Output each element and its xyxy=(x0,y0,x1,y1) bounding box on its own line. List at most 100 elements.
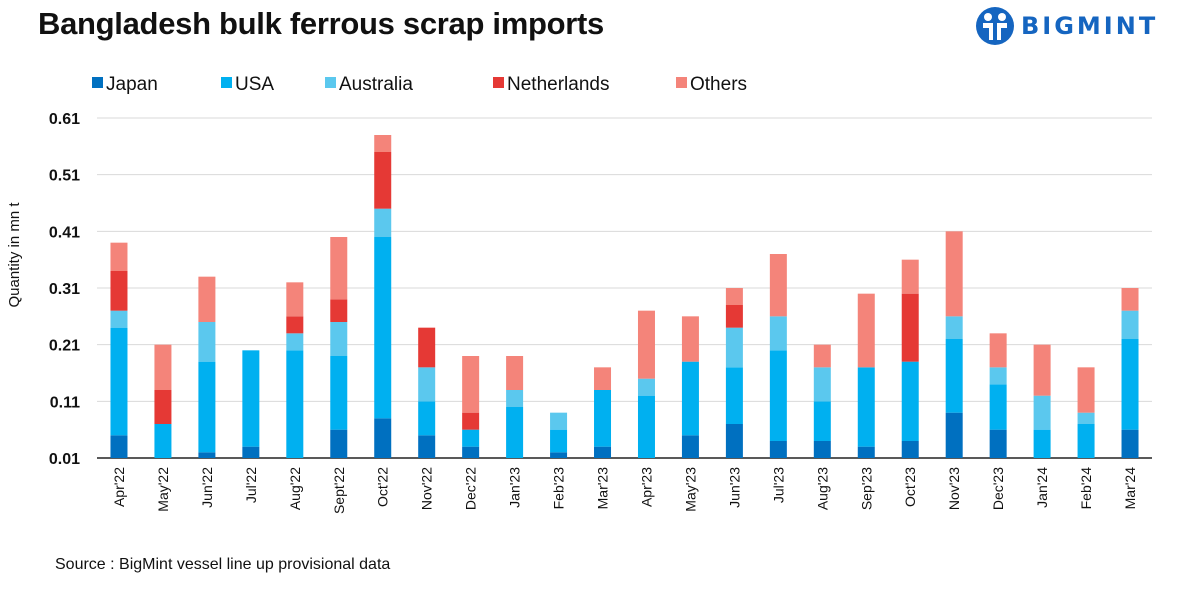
x-tick-label: Sept'22 xyxy=(331,467,347,514)
bar-australia-2 xyxy=(198,322,216,362)
bar-others-22 xyxy=(1077,367,1095,413)
bar-netherlands-14 xyxy=(725,305,743,328)
x-tick-label: Jun'23 xyxy=(726,467,742,508)
bar-australia-9 xyxy=(506,390,524,407)
y-tick-label: 0.51 xyxy=(49,168,80,185)
bar-others-8 xyxy=(462,356,480,413)
bar-netherlands-0 xyxy=(110,271,128,311)
bar-others-18 xyxy=(901,259,919,294)
bar-others-4 xyxy=(286,282,304,317)
x-tick-label: Feb'24 xyxy=(1078,467,1094,510)
y-tick-label: 0.31 xyxy=(49,281,80,298)
legend-swatch-netherlands xyxy=(493,77,504,88)
bar-australia-0 xyxy=(110,310,128,328)
x-tick-label: Dec'23 xyxy=(990,467,1006,510)
bar-usa-4 xyxy=(286,350,304,458)
bar-usa-2 xyxy=(198,361,216,453)
bar-usa-3 xyxy=(242,350,260,447)
bar-australia-6 xyxy=(374,208,392,237)
bar-japan-2 xyxy=(198,452,216,458)
bar-japan-7 xyxy=(418,435,436,458)
x-tick-label: May'23 xyxy=(682,467,698,512)
x-tick-label: Mar'24 xyxy=(1122,467,1138,510)
bar-australia-10 xyxy=(550,412,568,430)
legend-swatch-japan xyxy=(92,77,103,88)
bar-japan-0 xyxy=(110,435,128,458)
bar-others-19 xyxy=(945,231,963,317)
bar-others-11 xyxy=(594,367,612,390)
bar-usa-6 xyxy=(374,237,392,419)
bar-japan-3 xyxy=(242,446,260,458)
bar-australia-22 xyxy=(1077,412,1095,424)
bar-japan-13 xyxy=(681,435,699,458)
bar-australia-16 xyxy=(813,367,831,402)
bar-others-13 xyxy=(681,316,699,362)
bar-netherlands-18 xyxy=(901,293,919,362)
bar-australia-23 xyxy=(1121,310,1139,339)
x-tick-label: Feb'23 xyxy=(551,467,567,510)
bar-usa-0 xyxy=(110,327,128,436)
y-tick-label: 0.61 xyxy=(49,111,80,128)
x-tick-label: Aug'23 xyxy=(814,467,830,510)
bar-japan-10 xyxy=(550,452,568,458)
bar-japan-17 xyxy=(857,446,875,458)
legend-swatch-usa xyxy=(221,77,232,88)
legend-label-australia: Australia xyxy=(339,74,413,95)
bar-usa-16 xyxy=(813,401,831,441)
bar-usa-9 xyxy=(506,407,524,458)
bar-others-9 xyxy=(506,356,524,390)
x-tick-label: Jan'24 xyxy=(1034,467,1050,508)
bar-australia-7 xyxy=(418,367,436,402)
x-tick-label: Jul'23 xyxy=(770,467,786,503)
bar-usa-23 xyxy=(1121,339,1139,430)
bar-japan-19 xyxy=(945,412,963,458)
bar-japan-16 xyxy=(813,441,831,458)
y-tick-label: 0.01 xyxy=(49,451,80,468)
bar-usa-21 xyxy=(1033,429,1051,458)
bar-netherlands-1 xyxy=(154,390,172,424)
bar-usa-17 xyxy=(857,367,875,447)
gridlines xyxy=(97,117,1152,459)
bar-usa-19 xyxy=(945,339,963,413)
bar-japan-23 xyxy=(1121,429,1139,458)
bar-others-17 xyxy=(857,293,875,368)
logo-text: BIGMINT xyxy=(1021,12,1159,40)
bars xyxy=(110,135,1139,458)
bar-usa-14 xyxy=(725,367,743,424)
x-tick-label: Jun'22 xyxy=(199,467,215,508)
bar-australia-19 xyxy=(945,316,963,339)
legend-label-others: Others xyxy=(690,74,747,95)
bar-japan-14 xyxy=(725,424,743,458)
x-tick-label: Nov'23 xyxy=(946,467,962,510)
bigmint-logo: BIGMINT xyxy=(975,4,1158,48)
legend-swatch-australia xyxy=(325,77,336,88)
y-tick-label: 0.21 xyxy=(49,338,80,355)
legend: Japan USA Australia Netherlands Others xyxy=(92,74,747,95)
bar-australia-21 xyxy=(1033,395,1051,430)
bar-others-1 xyxy=(154,344,172,390)
x-tick-label: Dec'22 xyxy=(463,467,479,510)
bar-netherlands-8 xyxy=(462,412,480,430)
x-tick-label: Nov'22 xyxy=(419,467,435,510)
bar-others-2 xyxy=(198,276,216,322)
bar-usa-7 xyxy=(418,401,436,436)
bar-japan-6 xyxy=(374,418,392,458)
bar-others-0 xyxy=(110,242,128,271)
bar-australia-15 xyxy=(769,316,787,351)
bar-usa-12 xyxy=(637,395,655,458)
bar-australia-4 xyxy=(286,333,304,351)
x-tick-label: May'22 xyxy=(155,467,171,512)
x-tick-label: Aug'22 xyxy=(287,467,303,510)
bar-usa-1 xyxy=(154,424,172,458)
source-note: Source : BigMint vessel line up provisio… xyxy=(55,556,391,573)
legend-label-usa: USA xyxy=(235,74,274,95)
bar-netherlands-5 xyxy=(330,299,348,322)
y-axis-label: Quantity in mn t xyxy=(6,202,23,308)
bar-others-14 xyxy=(725,288,743,305)
bar-others-6 xyxy=(374,135,392,152)
bar-australia-14 xyxy=(725,327,743,368)
bar-others-21 xyxy=(1033,344,1051,396)
bar-australia-5 xyxy=(330,322,348,356)
x-tick-label: Jan'23 xyxy=(507,467,523,508)
